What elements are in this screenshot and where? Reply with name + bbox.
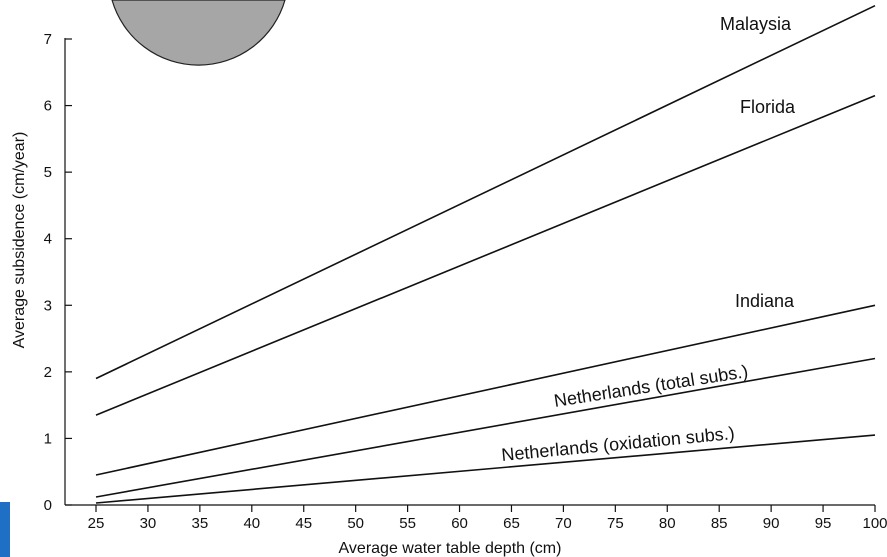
series-line-0 — [95, 4, 876, 380]
x-tick-label: 85 — [711, 515, 728, 532]
x-tick-label: 70 — [555, 515, 572, 532]
x-tick-label: 50 — [347, 515, 364, 532]
y-tick-label: 2 — [44, 364, 52, 381]
series-lines — [95, 4, 876, 504]
series-line-4 — [95, 434, 876, 504]
y-tick-label: 5 — [44, 164, 52, 181]
series-label-1: Florida — [740, 97, 796, 117]
y-tick-label: 3 — [44, 297, 52, 314]
x-tick-label: 95 — [815, 515, 832, 532]
x-axis-title: Average water table depth (cm) — [339, 540, 562, 557]
series-label-2: Indiana — [735, 291, 795, 311]
x-tick-label: 75 — [607, 515, 624, 532]
x-tick-label: 30 — [140, 515, 157, 532]
x-ticks: 25 30 35 40 45 50 55 60 65 70 75 80 85 90 95 100 — [88, 505, 887, 532]
series-line-2 — [95, 304, 876, 476]
series-label-4: Netherlands (oxidation subs.) — [500, 423, 735, 465]
x-tick-label: 55 — [399, 515, 416, 532]
x-tick-label: 100 — [862, 515, 887, 532]
side-marker — [0, 502, 10, 557]
x-tick-label: 25 — [88, 515, 105, 532]
y-tick-label: 0 — [44, 497, 52, 514]
x-tick-label: 65 — [503, 515, 520, 532]
x-tick-label: 40 — [243, 515, 260, 532]
decorative-circle — [111, 0, 286, 66]
x-tick-label: 90 — [763, 515, 780, 532]
y-tick-label: 1 — [44, 430, 52, 447]
series-line-3 — [95, 357, 876, 498]
x-tick-label: 60 — [451, 515, 468, 532]
x-tick-label: 45 — [295, 515, 312, 532]
series-label-0: Malaysia — [720, 14, 792, 34]
y-axis-title: Average subsidence (cm/year) — [11, 132, 28, 349]
y-ticks: 0 1 2 3 4 5 6 7 — [44, 31, 72, 514]
y-tick-label: 6 — [44, 98, 52, 115]
x-tick-label: 80 — [659, 515, 676, 532]
y-tick-label: 7 — [44, 31, 52, 48]
series-line-1 — [95, 94, 876, 416]
x-tick-label: 35 — [192, 515, 209, 532]
y-tick-label: 4 — [44, 231, 52, 248]
